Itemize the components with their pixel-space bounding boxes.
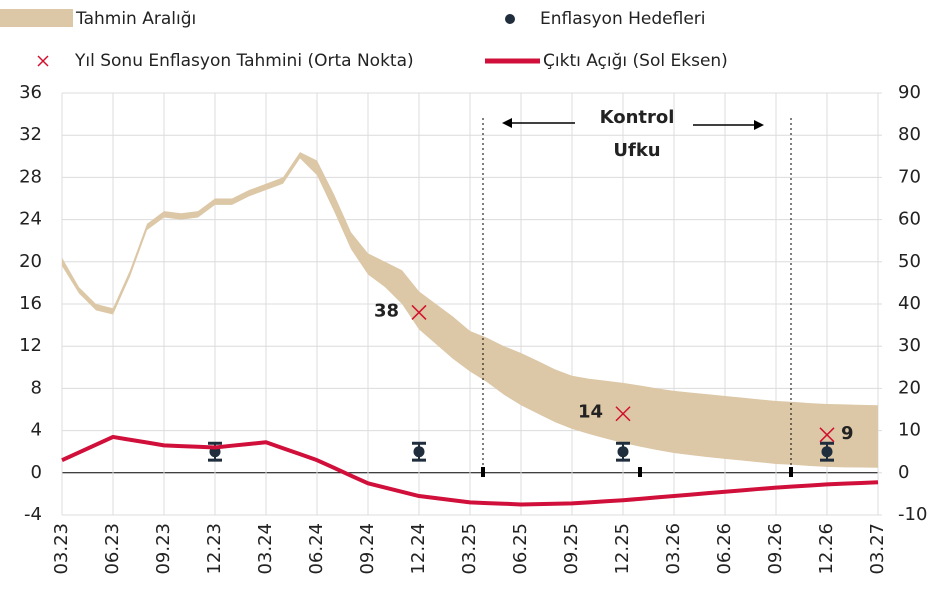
forecast-marker [819, 427, 835, 443]
marks: 38 14 9 [61, 152, 879, 507]
x-tick-label: 06.25 [510, 523, 531, 575]
legend-label: Çıktı Açığı (Sol Eksen) [543, 51, 728, 71]
x-tick-label: 06.24 [306, 523, 327, 575]
legend-swatch [0, 9, 73, 27]
y2-tick-label: 10 [898, 420, 921, 441]
tick-block [481, 467, 485, 477]
arrow-head [502, 118, 512, 128]
legend-swatch [37, 55, 49, 67]
y-tick-label: 32 [19, 124, 42, 145]
control-horizon: Kontrol Ufku [481, 107, 793, 477]
x-tick-label: 12.25 [612, 523, 633, 575]
x-tick-label: 06.26 [714, 523, 735, 575]
x-tick-label: 09.25 [561, 523, 582, 575]
y-tick-label: 28 [19, 166, 42, 187]
x-tick-label: 12.26 [816, 523, 837, 575]
x-tick-label: 03.24 [255, 523, 276, 575]
x-tick-label: 09.26 [765, 523, 786, 575]
y-tick-label: 4 [31, 420, 42, 441]
x-tick-label: 03.27 [867, 523, 888, 575]
forecast-marker [615, 406, 631, 422]
output-gap-line [61, 434, 879, 507]
y-tick-label: 36 [19, 82, 42, 103]
x-tick-label: 09.24 [357, 523, 378, 575]
y2-tick-label: 40 [898, 293, 921, 314]
legend-label: Enflasyon Hedefleri [540, 9, 706, 29]
y2-tick-label: 0 [898, 462, 909, 483]
value-label: 38 [374, 300, 399, 321]
arrow-head [754, 120, 764, 130]
annotation: Kontrol [600, 107, 675, 128]
y2-tick-label: 70 [898, 166, 921, 187]
annotation: Ufku [613, 140, 660, 161]
y-tick-label: 8 [31, 377, 42, 398]
x-tick-label: 03.25 [459, 523, 480, 575]
target-dot [617, 446, 629, 458]
y2-tick-label: 50 [898, 251, 921, 272]
target-dot [821, 446, 833, 458]
y2-tick-label: 60 [898, 209, 921, 230]
y-tick-label: 24 [19, 209, 42, 230]
y-tick-label: 0 [31, 462, 42, 483]
y2-tick-label: 20 [898, 377, 921, 398]
tick-block [789, 467, 793, 477]
y2-tick-label: 30 [898, 335, 921, 356]
y2-tick-label: -10 [898, 504, 927, 525]
target-dot [413, 446, 425, 458]
x-tick-label: 03.23 [51, 523, 72, 575]
legend-label: Tahmin Aralığı [75, 9, 196, 29]
value-label: 14 [578, 402, 603, 423]
x-tick-label: 06.23 [102, 523, 123, 575]
x-tick-label: 09.23 [153, 523, 174, 575]
x-tick-label: 12.23 [204, 523, 225, 575]
y-tick-label: 16 [19, 293, 42, 314]
y2-tick-label: 90 [898, 82, 921, 103]
y2-tick-label: 80 [898, 124, 921, 145]
y-tick-label: 12 [19, 335, 42, 356]
y-tick-label: -4 [24, 504, 42, 525]
x-tick-label: 12.24 [408, 523, 429, 575]
legend-swatch [505, 14, 515, 24]
y-tick-label: 20 [19, 251, 42, 272]
x-tick-label: 03.26 [663, 523, 684, 575]
forecast-marker [411, 304, 427, 320]
legend: Tahmin Aralığı Enflasyon Hedefleri Yıl Son… [0, 9, 728, 71]
legend-label: Yıl Sonu Enflasyon Tahmini (Orta Nokta) [74, 51, 414, 71]
value-label: 9 [841, 423, 854, 444]
forecast-band [62, 152, 878, 468]
tick-block [638, 467, 642, 477]
